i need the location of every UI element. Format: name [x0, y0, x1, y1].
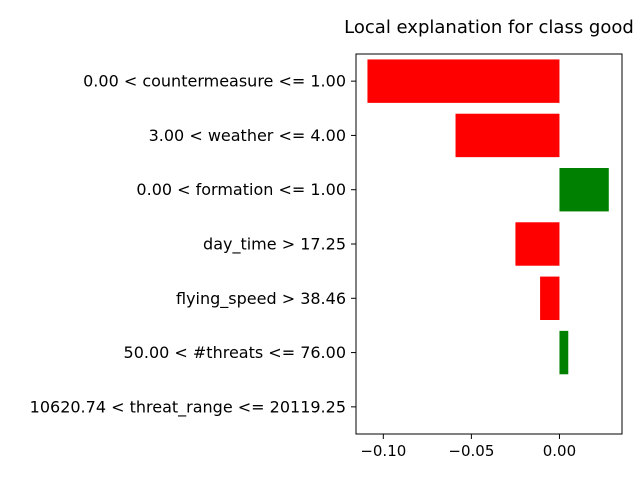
y-tick-label: flying_speed > 38.46 — [176, 289, 346, 309]
x-tick-label: 0.00 — [543, 442, 576, 460]
y-tick-label: 3.00 < weather <= 4.00 — [149, 126, 346, 145]
x-tick-label: −0.10 — [360, 442, 406, 460]
x-ticks: −0.10 −0.05 0.00 — [360, 434, 576, 460]
plot-frame — [355, 53, 623, 435]
bar-1 — [455, 113, 560, 158]
chart-title: Local explanation for class good — [344, 17, 634, 38]
y-tick-labels: 0.00 < countermeasure <= 1.00 3.00 < weat… — [30, 72, 356, 417]
bar-4 — [540, 276, 560, 320]
y-tick-label: 10620.74 < threat_range <= 20119.25 — [30, 397, 346, 417]
bar-5 — [559, 330, 569, 375]
bar-2 — [559, 168, 609, 212]
y-tick-label: 50.00 < #threats <= 76.00 — [124, 343, 346, 362]
bar-3 — [515, 222, 560, 266]
bars — [367, 59, 609, 375]
x-tick-label: −0.05 — [448, 442, 494, 460]
y-tick-label: 0.00 < formation <= 1.00 — [136, 180, 346, 199]
y-tick-label: day_time > 17.25 — [203, 235, 346, 255]
y-tick-label: 0.00 < countermeasure <= 1.00 — [83, 72, 346, 91]
bar-0 — [367, 59, 560, 103]
